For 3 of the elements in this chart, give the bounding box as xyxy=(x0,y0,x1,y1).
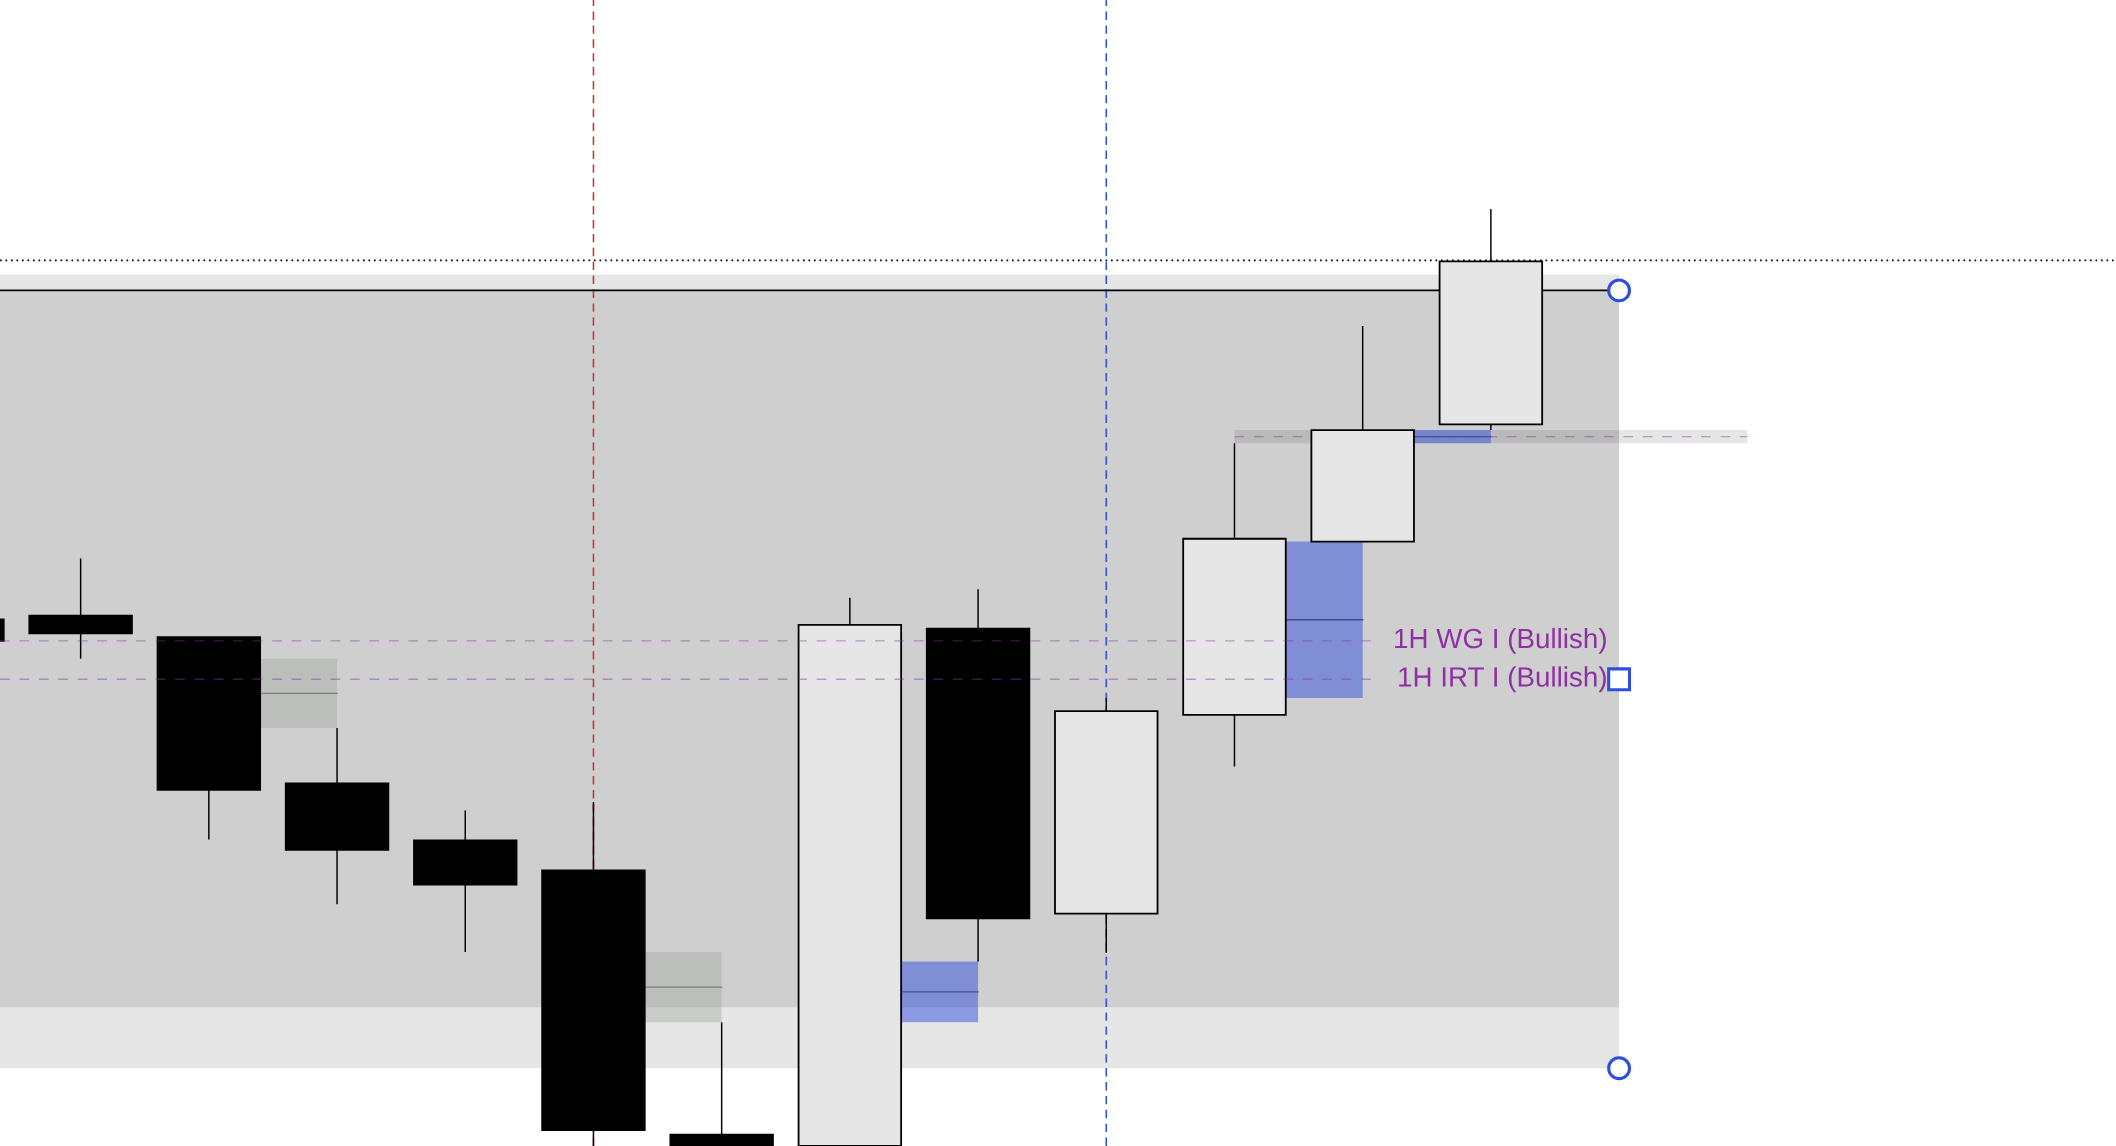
candlestick xyxy=(669,1021,774,1146)
ref-line-label: 1H IRT I (Bullish) xyxy=(1399,666,1606,693)
ref-line-label: 1H WG I (Bullish) xyxy=(1395,627,1606,654)
